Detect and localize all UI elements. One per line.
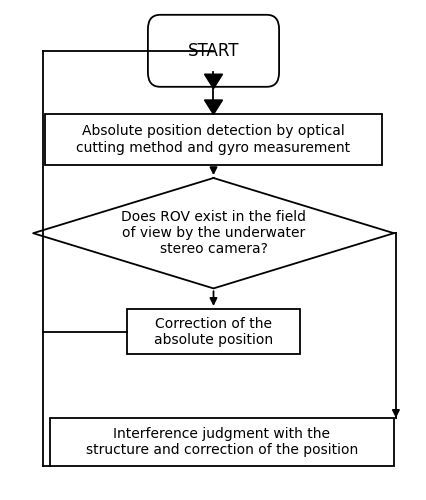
FancyBboxPatch shape xyxy=(45,114,381,165)
FancyBboxPatch shape xyxy=(49,418,393,466)
Text: Absolute position detection by optical
cutting method and gyro measurement: Absolute position detection by optical c… xyxy=(76,124,350,154)
FancyBboxPatch shape xyxy=(147,15,279,87)
Polygon shape xyxy=(204,74,222,88)
Text: Does ROV exist in the field
of view by the underwater
stereo camera?: Does ROV exist in the field of view by t… xyxy=(121,210,305,256)
Text: START: START xyxy=(187,42,239,60)
FancyBboxPatch shape xyxy=(127,309,299,354)
Text: Correction of the
absolute position: Correction of the absolute position xyxy=(154,316,272,346)
Polygon shape xyxy=(204,100,222,114)
Text: Interference judgment with the
structure and correction of the position: Interference judgment with the structure… xyxy=(85,427,357,457)
